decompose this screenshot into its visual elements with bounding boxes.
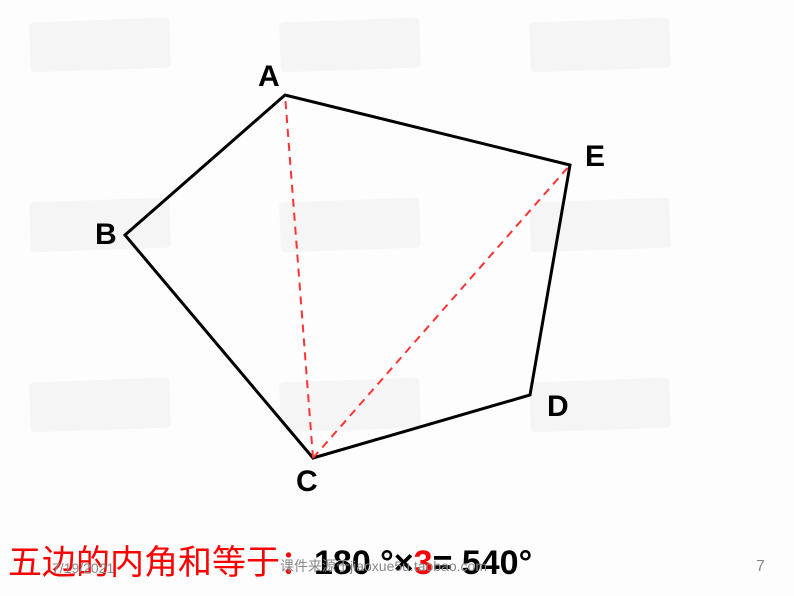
footer-page-number: 7 bbox=[756, 558, 765, 576]
vertex-label-D: D bbox=[547, 390, 569, 424]
footer-date: 7/19/2021 bbox=[52, 560, 114, 576]
pentagon-outline bbox=[125, 95, 570, 458]
vertex-label-E: E bbox=[585, 140, 605, 174]
diagram-container: A B C D E bbox=[0, 0, 794, 596]
vertex-label-A: A bbox=[258, 60, 280, 94]
pentagon-diagram bbox=[0, 0, 794, 596]
diagonal-C-E bbox=[313, 165, 570, 458]
diagonal-C-A bbox=[285, 95, 313, 458]
vertex-label-C: C bbox=[296, 465, 318, 499]
vertex-label-B: B bbox=[95, 218, 117, 252]
footer-source: 课件来源于jiaoxue5u.taobao.com bbox=[280, 556, 487, 576]
